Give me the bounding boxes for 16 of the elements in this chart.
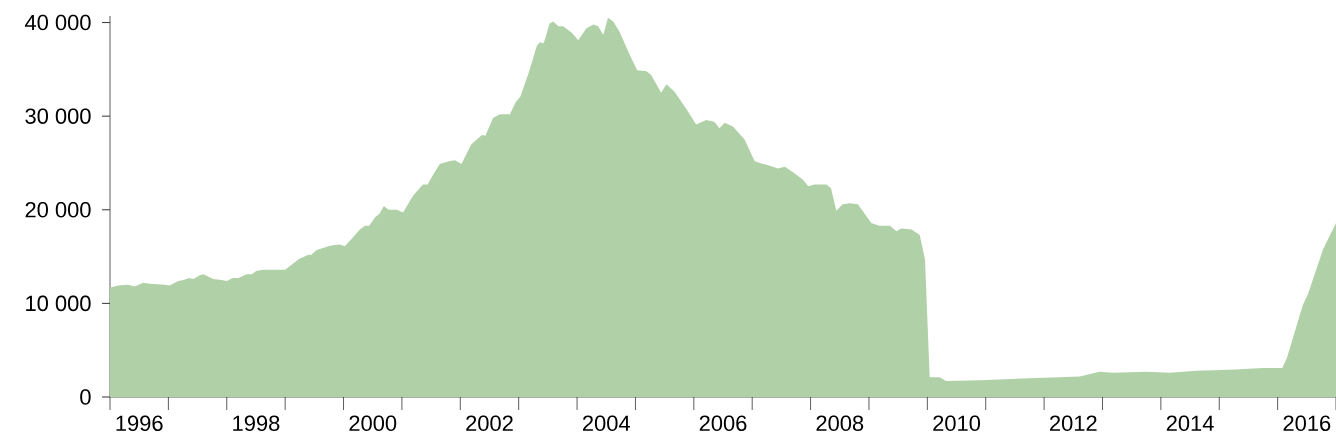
x-tick-label: 1996 <box>116 415 163 432</box>
x-tick-label: 2012 <box>1050 415 1097 432</box>
y-tick-label: 30 000 <box>25 108 91 124</box>
y-tick-label: 0 <box>80 389 91 405</box>
x-tick-label: 1998 <box>233 415 280 432</box>
x-tick-label: 2014 <box>1166 415 1214 432</box>
y-tick-label: 20 000 <box>25 202 91 218</box>
x-tick-label: 2006 <box>699 415 747 432</box>
x-tick-label: 2010 <box>933 415 981 432</box>
x-tick-label: 2000 <box>349 415 397 432</box>
y-tick-label: 10 000 <box>26 295 91 312</box>
y-tick-label: 40 000 <box>24 14 91 31</box>
x-tick-label: 2004 <box>582 415 630 432</box>
x-tick-label: 2008 <box>816 415 864 432</box>
x-tick-label: 2002 <box>466 415 513 432</box>
x-tick-label: 2016 <box>1283 415 1331 432</box>
